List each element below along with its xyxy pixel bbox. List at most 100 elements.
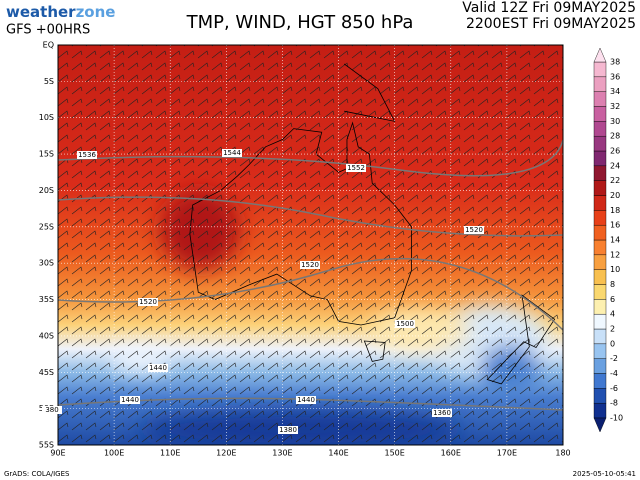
colorbar-box [593,150,607,167]
lat-tick-label: 10S [39,113,54,122]
colorbar-box [593,269,607,285]
lon-tick-label: 90E [50,449,65,458]
colorbar-high [593,47,607,63]
colorbar-box [593,180,607,196]
colorbar-tick-label: -6 [610,384,618,393]
colorbar-low [593,417,607,433]
colorbar-box [593,388,607,404]
colorbar-tick-label: 16 [610,221,620,230]
height-contour [58,139,563,177]
colorbar-box [593,284,607,300]
coastline [189,63,556,385]
colorbar-tick-label: 0 [610,339,615,348]
colorbar-box [593,165,607,181]
colorbar-box [593,210,607,226]
lon-tick-label: 160E [441,449,461,458]
colorbar-box [593,76,607,92]
colorbar-box [593,358,607,374]
tasmania-outline [363,340,386,362]
height-contour [58,397,563,411]
colorbar [593,47,607,433]
nz-outline [486,294,556,385]
contour-label-box [120,396,140,404]
colorbar-box [593,61,607,78]
contour-label-box [138,298,158,306]
lon-tick-label: 180 [555,449,570,458]
contour-label: 1500 [396,320,414,328]
contour-label: 380 [45,406,58,414]
colorbar-tick-label: 28 [610,132,620,141]
footer-timestamp: 2025-05-10-05:41 [573,470,636,478]
colorbar-tick-label: 20 [610,191,620,200]
contour-label: 1544 [223,149,241,157]
contour-label-box [346,164,366,172]
contour-label-box [42,406,62,414]
lat-tick-label: 15S [39,150,54,159]
colorbar-box [593,254,607,270]
contour-label: 1360 [433,409,451,417]
colorbar-tick-label: 32 [610,102,620,111]
colorbar-tick-label: -10 [610,414,623,423]
colorbar-tick-label: 30 [610,117,620,126]
colorbar-box [593,121,607,137]
logo: weatherzone [6,3,115,21]
contour-label-box [432,409,452,417]
lat-tick-label: EQ [43,41,54,50]
australia-outline [189,121,412,326]
contour-label-box [464,226,484,234]
colorbar-tick-label: 26 [610,147,620,156]
lat-tick-label: 55S [39,441,54,450]
footer-credit: GrADS: COLA/IGES [4,470,70,478]
png-outline [343,63,396,122]
contour-label: 1440 [121,396,139,404]
colorbar-box [593,224,607,241]
lat-tick-label: 45S [39,368,54,377]
lat-tick-label: 5S [44,77,54,86]
lon-tick-label: 150E [385,449,405,458]
colorbar-box [593,328,607,345]
colorbar-box [593,106,607,122]
contour-label-box [300,261,320,269]
lon-tick-label: 140E [328,449,348,458]
colorbar-box [593,195,607,211]
lon-tick-label: 170E [497,449,517,458]
map-field [58,45,563,445]
colorbar-tick-label: 6 [610,295,615,304]
colorbar-tick-label: 24 [610,161,620,170]
contour-label: 1520 [465,226,483,234]
colorbar-tick-label: 18 [610,206,620,215]
colorbar-tick-label: -8 [610,399,618,408]
wind-barbs [58,45,563,445]
lon-tick-label: 130E [272,449,292,458]
contour-label: 1440 [149,364,167,372]
lat-tick-label: 40S [39,331,54,340]
colorbar-tick-label: 4 [610,310,615,319]
local-time: 2200EST Fri 09MAY2025 [466,16,636,32]
contour-label-box [395,320,415,328]
lon-tick-label: 120E [216,449,236,458]
contour-label-box [222,149,242,157]
valid-time: Valid 12Z Fri 09MAY2025 [462,0,636,16]
colorbar-box [593,373,607,389]
lat-tick-label: 35S [39,295,54,304]
colorbar-tick-label: 8 [610,280,615,289]
lat-tick-label: 30S [39,259,54,268]
contour-label: 1440 [297,396,315,404]
map-title: TMP, WIND, HGT 850 hPa [186,12,414,33]
contour-label-box [296,396,316,404]
colorbar-tick-label: 36 [610,72,620,81]
lat-tick-label: 25S [39,222,54,231]
contour-label: 1520 [301,261,319,269]
colorbar-tick-label: 12 [610,250,620,259]
colorbar-tick-label: -2 [610,354,618,363]
colorbar-box [593,402,607,419]
colorbar-box [593,91,607,107]
lon-tick-label: 110E [160,449,180,458]
colorbar-tick-label: 10 [610,265,620,274]
contour-label-box [77,151,97,159]
lat-tick-label: 20S [39,186,54,195]
colorbar-box [593,239,607,256]
contour-label-box [148,364,168,372]
contour-label: 1380 [279,426,297,434]
